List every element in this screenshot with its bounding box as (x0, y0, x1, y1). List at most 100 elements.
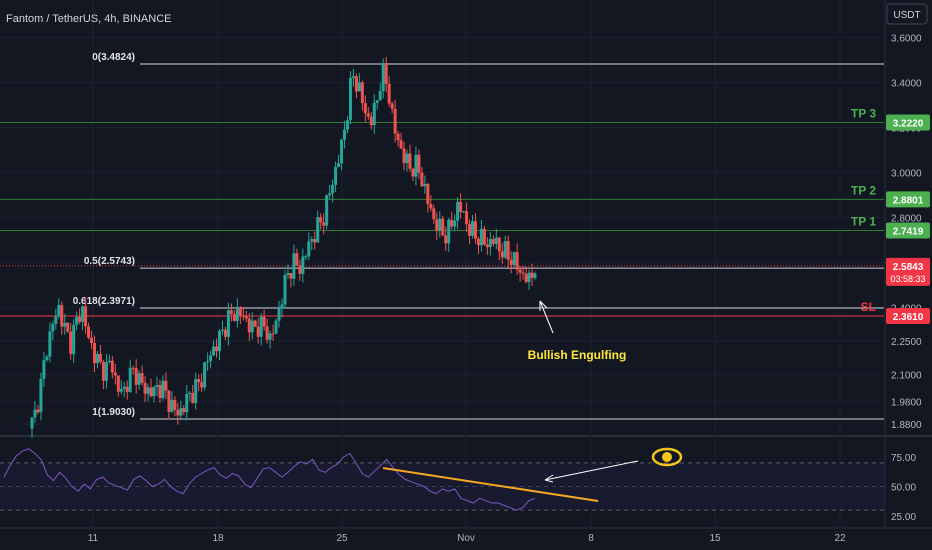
price-levels: 0(3.4824) 0.5(2.5743) 0.618(2.3971) 1(1.903… (0, 52, 884, 420)
rsi-panel (0, 448, 884, 511)
candle-body (206, 361, 210, 363)
current-price-label: 2.5843 (893, 262, 924, 273)
time-tick-label: 18 (212, 533, 224, 544)
candle-body (84, 306, 88, 327)
annotations: Bullish Engulfing (382, 300, 683, 502)
candle-body (319, 217, 323, 223)
candle-body (372, 102, 376, 126)
annotation-arrow-head (539, 300, 548, 311)
rsi-tick-label: 50.00 (891, 483, 916, 494)
candle-body (146, 387, 150, 394)
currency-badge[interactable] (886, 3, 928, 25)
candle-body (137, 373, 141, 385)
tp-price-label: 3.2220 (893, 119, 924, 130)
candle-body (158, 384, 162, 398)
candle-body (36, 409, 40, 413)
candle-body (524, 273, 528, 282)
candle-body (95, 353, 99, 364)
candle-body (253, 320, 257, 327)
price-tick-label: 2.1000 (891, 371, 922, 382)
fib-level-label: 1(1.9030) (92, 407, 135, 418)
tp-price-badge (886, 222, 930, 239)
candle-body (197, 379, 201, 383)
current-price-badge (886, 257, 930, 286)
candle-body (343, 129, 347, 140)
candle-body (81, 306, 85, 322)
candle-body (122, 386, 126, 389)
candle-body (387, 83, 391, 104)
candle-body (527, 272, 531, 282)
candle-body (60, 305, 64, 327)
time-tick-label: 15 (709, 533, 721, 544)
candle-body (488, 239, 492, 248)
grid (0, 0, 932, 529)
candle-body (238, 307, 242, 316)
candle-body (491, 239, 495, 244)
candle-body (393, 108, 397, 134)
candle-body (468, 224, 472, 236)
candle-body (271, 333, 275, 335)
candle-body (128, 367, 132, 392)
tp-label: TP 3 (851, 107, 876, 121)
price-tick-label: 3.0000 (891, 168, 922, 179)
candle-body (509, 259, 513, 265)
candle-body (247, 318, 251, 333)
candle-body (482, 228, 486, 245)
candle-body (441, 218, 445, 236)
candle-body (209, 355, 213, 362)
candle-body (152, 386, 156, 397)
candle-body (328, 193, 332, 196)
candle-body (277, 308, 281, 321)
candle-body (485, 244, 489, 248)
candle-body (286, 273, 290, 275)
candle-body (500, 251, 504, 258)
candle-body (348, 77, 352, 121)
candle-body (93, 343, 97, 364)
candle-body (182, 408, 186, 413)
candle-body (313, 239, 317, 243)
candle-body (33, 409, 37, 418)
candle-body (384, 63, 388, 84)
candle-body (113, 372, 117, 376)
candle-body (155, 384, 159, 387)
candle-body (518, 269, 522, 273)
candle-body (262, 316, 266, 327)
candle-body (98, 353, 102, 362)
candle-body (530, 272, 534, 278)
candle-body (164, 380, 168, 391)
rsi-band (0, 462, 884, 511)
candle-body (119, 388, 123, 392)
candle-body (226, 310, 230, 337)
tp-price-label: 2.8801 (893, 195, 924, 206)
candle-body (512, 252, 516, 265)
candle-body (134, 368, 138, 385)
candle-body (170, 399, 174, 412)
candle-body (176, 409, 180, 416)
candle-body (185, 393, 189, 413)
candle-body (42, 360, 46, 379)
candle-body (90, 337, 94, 344)
candle-body (66, 322, 70, 332)
candle-body (307, 241, 311, 257)
candle-body (179, 408, 183, 416)
candle-body (375, 100, 379, 103)
candle-body (194, 379, 198, 403)
candle-body (405, 153, 409, 164)
candle-body (453, 220, 457, 227)
candle-body (316, 217, 320, 243)
price-tick-label: 1.8800 (891, 420, 922, 431)
price-tick-label: 2.2500 (891, 337, 922, 348)
candle-body (345, 120, 349, 130)
price-axis: 3.60003.40003.20003.00002.80002.60002.40… (886, 34, 930, 523)
candle-body (280, 304, 284, 309)
candle-body (229, 310, 233, 314)
candle-body (402, 148, 406, 164)
candle-body (203, 362, 207, 388)
time-tick-label: 22 (834, 533, 846, 544)
candle-body (78, 316, 82, 322)
candle-body (235, 307, 239, 321)
candle-body (75, 316, 79, 325)
candle-body (357, 82, 361, 92)
candle-body (396, 133, 400, 141)
